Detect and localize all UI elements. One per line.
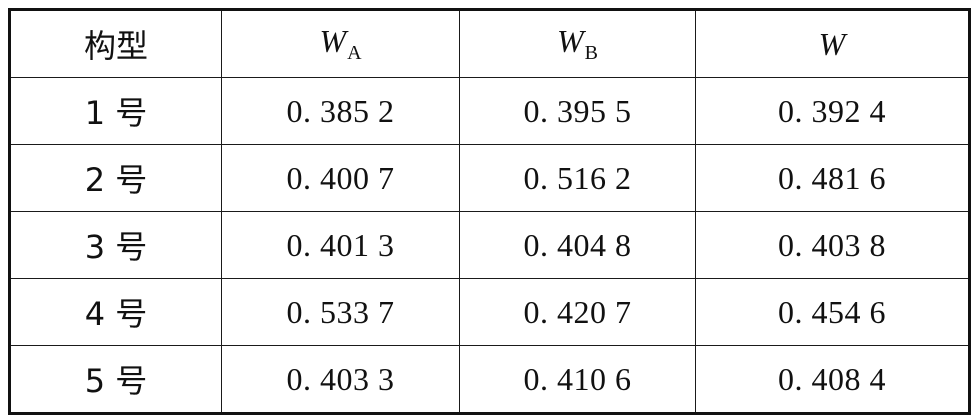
cell-type: 3 号 [9,211,222,279]
table-header: 构型 WA WB W [9,9,970,78]
cell-type: 2 号 [9,144,222,212]
cell-wb: 0. 420 7 [459,278,696,346]
table-row: 1 号 0. 385 2 0. 395 5 0. 392 4 [9,77,970,145]
cell-w: 0. 408 4 [695,345,970,414]
data-table: 构型 WA WB W 1 号 0. 385 2 0. 395 5 0. 392 … [8,8,971,415]
header-wa-subscript: A [347,42,362,64]
cell-wb: 0. 404 8 [459,211,696,279]
cell-w: 0. 481 6 [695,144,970,212]
header-configuration: 构型 [9,9,222,78]
header-wb: WB [459,9,696,78]
header-wa-symbol: W [319,23,347,59]
header-wa: WA [221,9,460,78]
header-wb-symbol: W [557,23,584,59]
cell-type: 4 号 [9,278,222,346]
header-wb-subscript: B [584,42,598,64]
cell-wa: 0. 401 3 [221,211,460,279]
table-row: 4 号 0. 533 7 0. 420 7 0. 454 6 [9,278,970,346]
cell-wa: 0. 400 7 [221,144,460,212]
header-w: W [695,9,970,78]
header-row: 构型 WA WB W [9,9,970,78]
cell-w: 0. 454 6 [695,278,970,346]
cell-wb: 0. 516 2 [459,144,696,212]
cell-wa: 0. 403 3 [221,345,460,414]
cell-w: 0. 392 4 [695,77,970,145]
cell-wb: 0. 395 5 [459,77,696,145]
cell-w: 0. 403 8 [695,211,970,279]
header-w-symbol: W [818,25,846,62]
cell-wa: 0. 533 7 [221,278,460,346]
cell-wa: 0. 385 2 [221,77,460,145]
cell-type: 1 号 [9,77,222,145]
table-row: 5 号 0. 403 3 0. 410 6 0. 408 4 [9,345,970,414]
cell-type: 5 号 [9,345,222,414]
cell-wb: 0. 410 6 [459,345,696,414]
table-body: 1 号 0. 385 2 0. 395 5 0. 392 4 2 号 0. 40… [9,77,970,414]
table-row: 3 号 0. 401 3 0. 404 8 0. 403 8 [9,211,970,279]
table-row: 2 号 0. 400 7 0. 516 2 0. 481 6 [9,144,970,212]
